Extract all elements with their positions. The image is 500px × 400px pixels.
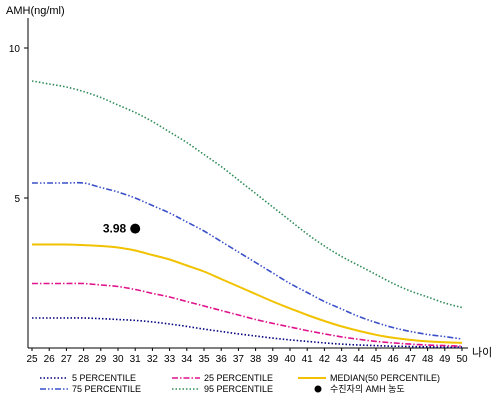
x-tick-label: 49 xyxy=(439,354,451,365)
x-tick-label: 33 xyxy=(164,354,176,365)
legend-label: 25 PERCENTILE xyxy=(204,373,273,383)
legend-label: 95 PERCENTILE xyxy=(204,384,273,394)
x-ticks: 25 26 27 28 29 30 31 32 33 34 35 36 37 38 39 40 41 42 43 44… xyxy=(26,348,468,365)
legend: 5 PERCENTILE 25 PERCENTILE MEDIAN(50 PERCE… xyxy=(40,373,440,394)
x-tick-label: 50 xyxy=(456,354,468,365)
x-axis-label: 나이 xyxy=(472,346,492,359)
y-tick-label: 5 xyxy=(14,194,20,205)
x-tick-label: 43 xyxy=(336,354,348,365)
legend-point-marker xyxy=(314,385,322,393)
x-tick-label: 32 xyxy=(147,354,159,365)
x-tick-label: 48 xyxy=(422,354,434,365)
x-tick-label: 30 xyxy=(112,354,124,365)
series-line-95-percentile xyxy=(31,80,463,309)
legend-label: 75 PERCENTILE xyxy=(72,384,141,394)
x-tick-label: 27 xyxy=(61,354,73,365)
x-tick-label: 36 xyxy=(216,354,228,365)
x-tick-label: 44 xyxy=(353,354,365,365)
series-line-5-percentile xyxy=(32,317,463,348)
x-tick-label: 38 xyxy=(250,354,262,365)
x-tick-label: 35 xyxy=(198,354,210,365)
patient-amh-point xyxy=(130,223,141,234)
x-tick-label: 41 xyxy=(302,354,314,365)
x-tick-label: 31 xyxy=(130,354,142,365)
y-tick-label: 10 xyxy=(9,44,21,55)
series-line-75-percentile xyxy=(32,181,463,340)
y-ticks: 5 10 xyxy=(9,44,28,205)
x-tick-label: 40 xyxy=(284,354,296,365)
x-tick-label: 34 xyxy=(181,354,193,365)
patient-amh-value-label: 3.98 xyxy=(103,222,127,236)
x-tick-label: 45 xyxy=(370,354,382,365)
x-tick-label: 47 xyxy=(405,354,417,365)
x-tick-label: 39 xyxy=(267,354,279,365)
x-tick-label: 28 xyxy=(78,354,90,365)
series-lines xyxy=(31,80,463,348)
legend-label: 수진자의 AMH 농도 xyxy=(330,384,405,394)
legend-label: 5 PERCENTILE xyxy=(72,373,136,383)
data-points: 3.98 xyxy=(103,222,141,236)
series-line-median-50-percentile xyxy=(32,243,463,344)
x-tick-label: 26 xyxy=(44,354,56,365)
x-tick-label: 29 xyxy=(95,354,107,365)
y-axis-label: AMH(ng/ml) xyxy=(6,5,65,17)
x-tick-label: 25 xyxy=(26,354,38,365)
legend-label: MEDIAN(50 PERCENTILE) xyxy=(330,373,440,383)
x-tick-label: 37 xyxy=(233,354,245,365)
x-tick-label: 46 xyxy=(388,354,400,365)
series-line-25-percentile xyxy=(32,282,463,347)
x-tick-label: 42 xyxy=(319,354,331,365)
